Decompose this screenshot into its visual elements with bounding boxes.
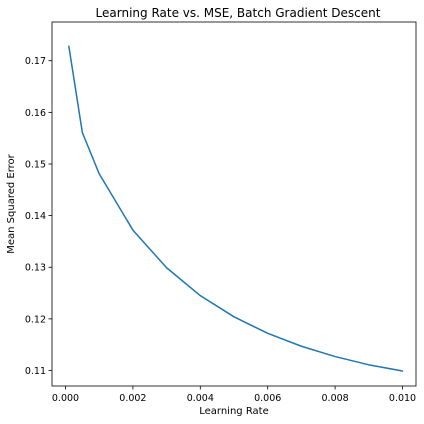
series-line-mse (68, 45, 404, 372)
y-tick-label: 0.17 (25, 56, 46, 67)
y-tick-label: 0.11 (25, 366, 46, 377)
y-tick-label: 0.16 (25, 108, 46, 119)
plot-area (51, 21, 417, 387)
chart-title: Learning Rate vs. MSE, Batch Gradient De… (96, 6, 381, 20)
axes-frame (51, 21, 417, 387)
y-axis: 0.11 0.12 0.13 0.14 0.15 0.16 0.17 (25, 56, 52, 377)
y-tick-label: 0.13 (25, 263, 46, 274)
y-axis-label: Mean Squared Error (6, 153, 17, 253)
series-layer (68, 45, 404, 372)
y-tick-label: 0.15 (25, 159, 46, 170)
x-tick-label: 0.006 (254, 393, 281, 404)
x-axis-label: Learning Rate (199, 406, 269, 417)
x-tick-label: 0.010 (389, 393, 416, 404)
y-tick-label: 0.12 (25, 314, 46, 325)
x-axis: 0.000 0.002 0.004 0.006 0.008 0.010 (52, 386, 416, 404)
x-tick-label: 0.000 (52, 393, 79, 404)
x-tick-label: 0.002 (119, 393, 146, 404)
x-tick-label: 0.008 (322, 393, 349, 404)
y-tick-label: 0.14 (25, 211, 46, 222)
x-tick-label: 0.004 (187, 393, 214, 404)
